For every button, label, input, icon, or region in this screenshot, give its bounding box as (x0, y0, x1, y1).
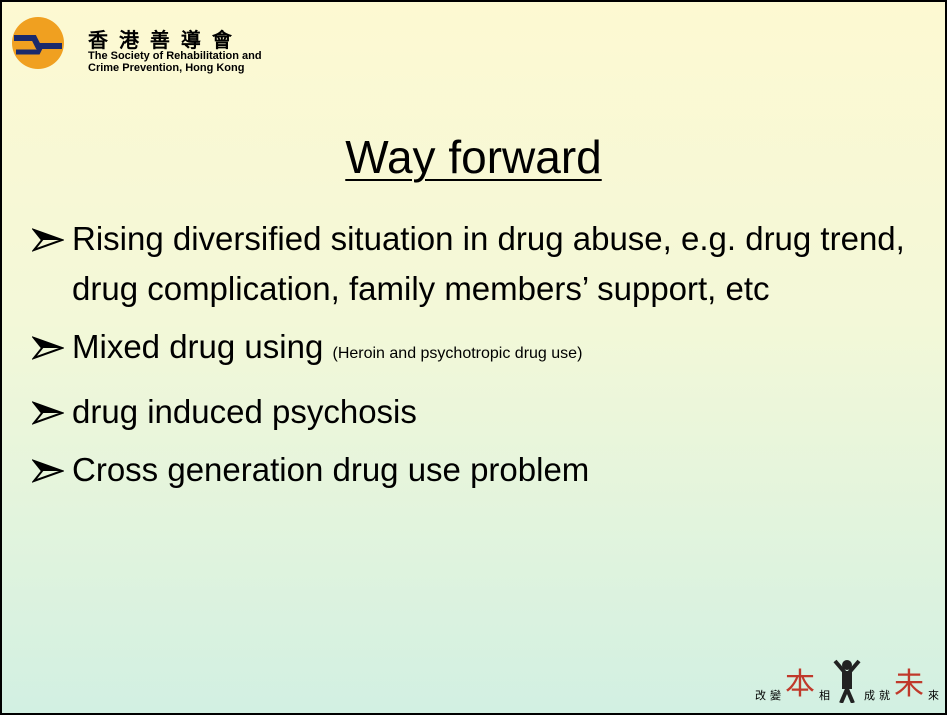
bullet-text: drug induced psychosis (72, 393, 417, 430)
bullet-item: Rising diversified situation in drug abu… (24, 214, 934, 314)
bullet-arrow (32, 400, 64, 426)
bullet-text: Cross generation drug use problem (72, 451, 589, 488)
slogan-char: 未 (894, 659, 924, 703)
slogan-char: 來 (928, 687, 939, 703)
bullet-list: Rising diversified situation in drug abu… (24, 214, 934, 503)
slogan-char: 就 (879, 687, 890, 703)
slogan-char: 改 (755, 687, 766, 703)
org-chinese: 香 港 善 導 會 (88, 24, 234, 53)
logo (8, 16, 72, 70)
bullet-item: Mixed drug using (Heroin and psychotropi… (24, 322, 934, 379)
bullet-item: drug induced psychosis (24, 387, 934, 437)
bullet-item: Cross generation drug use problem (24, 445, 934, 495)
bullet-arrow (32, 458, 64, 484)
bullet-text: Mixed drug using (72, 328, 323, 365)
org-english: The Society of Rehabilitation and Crime … (88, 50, 262, 74)
slide: 香 港 善 導 會 The Society of Rehabilitation … (0, 0, 947, 715)
slogan-char: 相 (819, 687, 830, 703)
slide-title: Way forward (2, 130, 945, 184)
bullet-text: Rising diversified situation in drug abu… (72, 220, 905, 307)
slogan-char: 本 (785, 659, 815, 703)
org-english-line: The Society of Rehabilitation and (88, 50, 262, 62)
bullet-note: (Heroin and psychotropic drug use) (332, 345, 582, 362)
slogan-char: 成 (864, 687, 875, 703)
footer-slogan: 改變本相 成就未來 (753, 659, 941, 703)
bullet-arrow (32, 227, 64, 253)
org-english-line: Crime Prevention, Hong Kong (88, 62, 262, 74)
slogan-char: 變 (770, 687, 781, 703)
person-icon (832, 659, 862, 703)
bullet-arrow (32, 335, 64, 361)
